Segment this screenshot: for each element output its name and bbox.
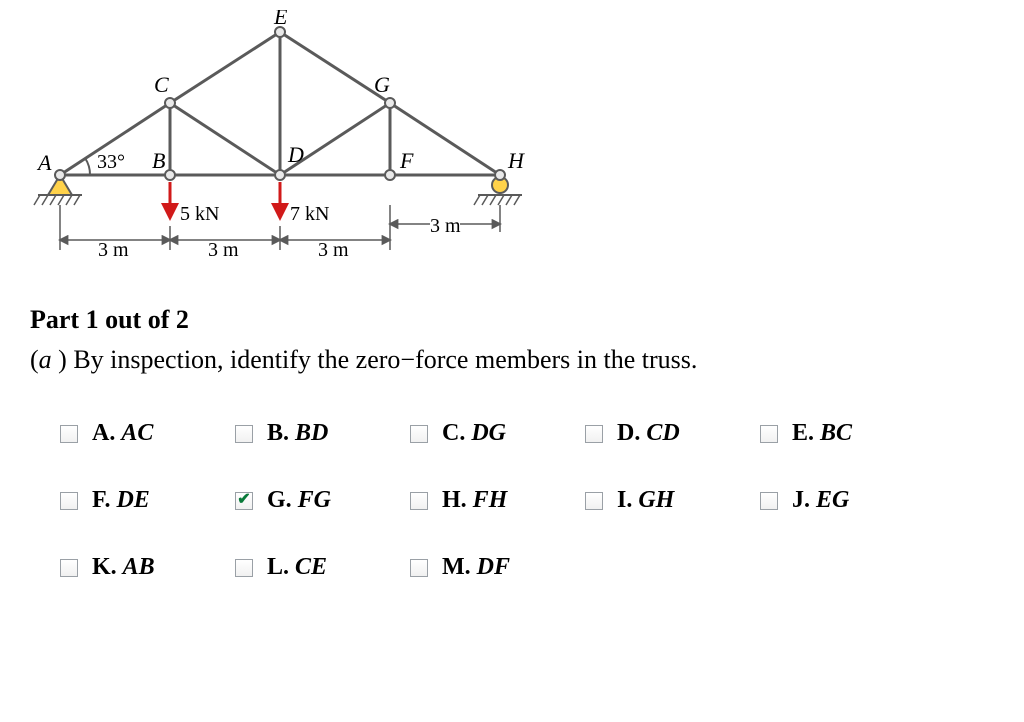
checkbox-B[interactable]	[235, 425, 253, 443]
check-icon: ✔	[237, 492, 250, 508]
force-D-label: 7 kN	[290, 203, 329, 225]
option-F[interactable]: F. DE	[60, 487, 235, 514]
label-F: F	[399, 148, 414, 173]
force-B-label: 5 kN	[180, 203, 219, 225]
dim-3: 3 m	[318, 239, 349, 261]
option-label-G: G. FG	[267, 487, 331, 514]
checkbox-K[interactable]	[60, 559, 78, 577]
option-I[interactable]: I. GH	[585, 487, 760, 514]
option-D[interactable]: D. CD	[585, 420, 760, 447]
checkbox-I[interactable]	[585, 492, 603, 510]
option-J[interactable]: J. EG	[760, 487, 935, 514]
label-H: H	[507, 148, 525, 173]
checkbox-M[interactable]	[410, 559, 428, 577]
dim-4: 3 m	[430, 215, 461, 237]
label-A: A	[36, 150, 52, 175]
dim-2: 3 m	[208, 239, 239, 261]
checkbox-E[interactable]	[760, 425, 778, 443]
option-B[interactable]: B. BD	[235, 420, 410, 447]
option-label-A: A. AC	[92, 420, 153, 447]
option-label-I: I. GH	[617, 487, 674, 514]
checkbox-D[interactable]	[585, 425, 603, 443]
question-block: Part 1 out of 2 (a ) By inspection, iden…	[30, 305, 697, 375]
force-D: 7 kN	[280, 182, 329, 225]
option-label-B: B. BD	[267, 420, 328, 447]
checkbox-L[interactable]	[235, 559, 253, 577]
question-text: (a ) By inspection, identify the zero−fo…	[30, 345, 697, 375]
option-A[interactable]: A. AC	[60, 420, 235, 447]
option-L[interactable]: L. CE	[235, 554, 410, 581]
option-label-H: H. FH	[442, 487, 507, 514]
option-G[interactable]: ✔ G. FG	[235, 487, 410, 514]
label-E: E	[273, 10, 288, 29]
option-label-K: K. AB	[92, 554, 155, 581]
option-label-L: L. CE	[267, 554, 327, 581]
option-label-D: D. CD	[617, 420, 680, 447]
angle-label: 33°	[97, 151, 125, 173]
option-label-M: M. DF	[442, 554, 510, 581]
option-H[interactable]: H. FH	[410, 487, 585, 514]
option-K[interactable]: K. AB	[60, 554, 235, 581]
option-label-J: J. EG	[792, 487, 849, 514]
checkbox-H[interactable]	[410, 492, 428, 510]
page: 33° A B D F H C E G 5 kN	[0, 0, 1024, 722]
option-M[interactable]: M. DF	[410, 554, 585, 581]
option-E[interactable]: E. BC	[760, 420, 935, 447]
angle-arc	[85, 158, 90, 175]
truss-members	[60, 32, 500, 175]
part-header: Part 1 out of 2	[30, 305, 697, 335]
checkbox-G[interactable]: ✔	[235, 492, 253, 510]
q-letter: a	[39, 345, 52, 374]
q-suffix: ) By inspection, identify the zero−force…	[52, 345, 698, 374]
checkbox-J[interactable]	[760, 492, 778, 510]
checkbox-C[interactable]	[410, 425, 428, 443]
roller-support-H	[474, 177, 522, 205]
force-B: 5 kN	[170, 182, 219, 225]
checkbox-A[interactable]	[60, 425, 78, 443]
label-G: G	[374, 72, 390, 97]
option-label-F: F. DE	[92, 487, 150, 514]
dim-1: 3 m	[98, 239, 129, 261]
option-label-C: C. DG	[442, 420, 506, 447]
option-label-E: E. BC	[792, 420, 852, 447]
label-B: B	[152, 148, 165, 173]
truss-diagram: 33° A B D F H C E G 5 kN	[30, 10, 590, 280]
options-grid: A. AC B. BD C. DG D. CD E. BC F. DE ✔ G. FG H. F…	[60, 420, 960, 621]
q-prefix: (	[30, 345, 39, 374]
option-C[interactable]: C. DG	[410, 420, 585, 447]
label-C: C	[154, 72, 169, 97]
checkbox-F[interactable]	[60, 492, 78, 510]
label-D: D	[287, 142, 304, 167]
